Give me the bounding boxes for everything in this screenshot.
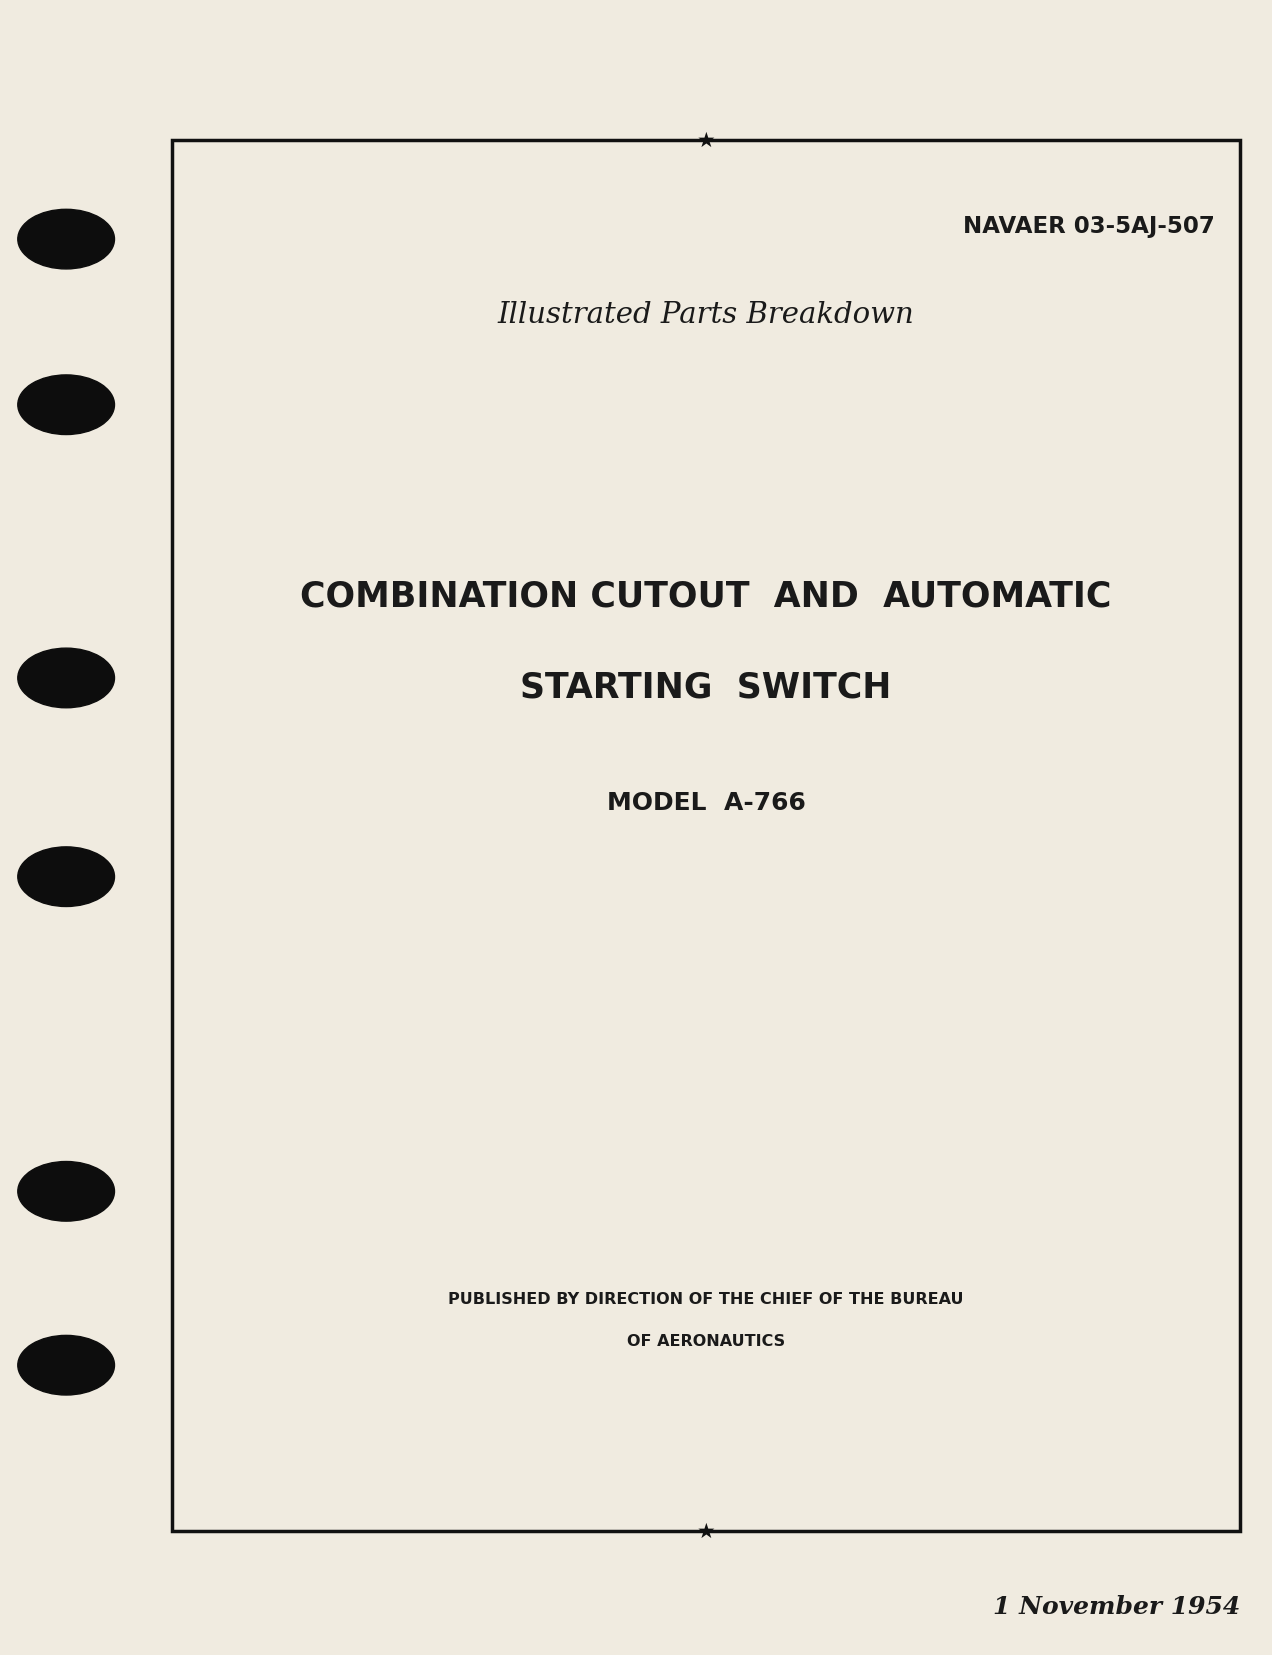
Text: 1 November 1954: 1 November 1954 [993,1594,1240,1617]
Text: ★: ★ [697,131,715,151]
Text: NAVAER 03-5AJ-507: NAVAER 03-5AJ-507 [963,215,1215,238]
Text: OF AERONAUTICS: OF AERONAUTICS [627,1332,785,1349]
Text: PUBLISHED BY DIRECTION OF THE CHIEF OF THE BUREAU: PUBLISHED BY DIRECTION OF THE CHIEF OF T… [448,1291,964,1307]
Text: STARTING  SWITCH: STARTING SWITCH [520,670,892,703]
Ellipse shape [18,847,114,907]
Ellipse shape [18,1336,114,1395]
Bar [172,141,1240,1531]
Ellipse shape [18,649,114,708]
Text: MODEL  A-766: MODEL A-766 [607,791,805,814]
Text: Illustrated Parts Breakdown: Illustrated Parts Breakdown [497,301,915,328]
Ellipse shape [18,210,114,270]
Ellipse shape [18,1162,114,1221]
Text: COMBINATION CUTOUT  AND  AUTOMATIC: COMBINATION CUTOUT AND AUTOMATIC [300,579,1112,612]
Ellipse shape [18,376,114,435]
Text: ★: ★ [697,1521,715,1541]
